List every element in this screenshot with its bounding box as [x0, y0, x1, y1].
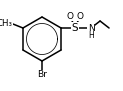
- Text: S: S: [72, 23, 78, 33]
- Text: O: O: [67, 11, 74, 20]
- Text: CH₃: CH₃: [0, 19, 12, 28]
- Text: H: H: [88, 31, 94, 40]
- Text: O: O: [77, 11, 84, 20]
- Text: N: N: [88, 23, 94, 32]
- Text: Br: Br: [37, 70, 47, 79]
